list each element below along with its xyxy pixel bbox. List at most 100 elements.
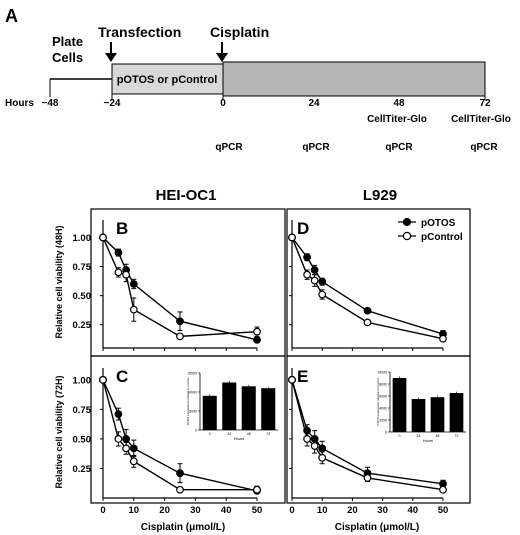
header-l929: L929 bbox=[363, 187, 397, 204]
legend-marker-pcontrol bbox=[402, 231, 412, 241]
transfection-label: Transfection bbox=[98, 24, 181, 40]
inset-y-tick-label: 10000 bbox=[187, 391, 197, 395]
data-point-pcontrol bbox=[176, 485, 184, 494]
qpcr-label-24: qPCR bbox=[302, 142, 330, 153]
x-tick-label: 0 bbox=[100, 505, 105, 516]
cisplatin-bar bbox=[222, 61, 486, 97]
x-tick-label: 10 bbox=[317, 505, 328, 516]
data-point-pcontrol bbox=[176, 332, 184, 341]
data-point-potos bbox=[114, 410, 123, 418]
data-point-pcontrol bbox=[114, 268, 123, 277]
data-point-pcontrol bbox=[114, 435, 123, 443]
series-line-pcontrol bbox=[102, 237, 258, 338]
xlabel-right: Cisplatin (μmol/L) bbox=[335, 522, 419, 533]
inset-bar bbox=[202, 395, 217, 430]
data-point-potos bbox=[253, 335, 261, 344]
data-point-potos bbox=[129, 444, 138, 453]
inset-ylabel: OTOS expression relative to control bbox=[376, 378, 380, 426]
celltiter-label-48: CellTiter-Glo bbox=[367, 114, 427, 125]
panel-frames bbox=[90, 208, 471, 504]
hour-tick-m24: −24 bbox=[104, 98, 121, 109]
plate-cells-label-2: Cells bbox=[52, 50, 83, 65]
plot-e: 0 10 20 30 40 50 0 2000 4000 6000 8000 10000 0 24 48 72… bbox=[288, 368, 468, 516]
inset-y-tick-label: 2000 bbox=[379, 419, 387, 423]
y-tick-label: 0.75 bbox=[73, 405, 92, 416]
qpcr-label-48: qPCR bbox=[385, 142, 413, 153]
header-hei-oc1: HEI-OC1 bbox=[156, 187, 217, 204]
panel-letter-d: D bbox=[297, 219, 309, 238]
inset-y-tick-label: 0 bbox=[195, 429, 197, 433]
data-point-potos bbox=[310, 266, 319, 274]
panel-letter-c: C bbox=[116, 367, 128, 386]
data-point-pcontrol bbox=[122, 444, 130, 453]
inset-x-tick-label: 24 bbox=[227, 432, 231, 436]
ylabel-72h: Relative cell viability (72H) bbox=[54, 375, 64, 488]
data-point-pcontrol bbox=[310, 442, 319, 450]
inset-y-tick-label: 10000 bbox=[377, 371, 387, 375]
panel-a-letter: A bbox=[5, 6, 18, 26]
legend: pOTOS pControl bbox=[398, 217, 463, 243]
inset-x-tick-label: 48 bbox=[436, 434, 440, 438]
data-point-pcontrol bbox=[303, 435, 312, 443]
inset-bar bbox=[241, 386, 256, 430]
cisplatin-label: Cisplatin bbox=[210, 24, 269, 40]
series-line-potos bbox=[102, 379, 258, 492]
data-point-pcontrol bbox=[129, 457, 138, 466]
legend-label-potos: pOTOS bbox=[421, 218, 456, 229]
data-point-pcontrol bbox=[253, 327, 261, 336]
x-tick-label: 50 bbox=[252, 505, 263, 516]
hour-tick-m48: −48 bbox=[42, 98, 59, 109]
data-point-pcontrol bbox=[363, 474, 372, 482]
y-tick-label: 0.50 bbox=[73, 291, 92, 302]
inset-bar bbox=[222, 382, 237, 430]
y-tick-label: 1.00 bbox=[73, 233, 92, 244]
data-point-pcontrol bbox=[129, 305, 138, 314]
data-point-potos bbox=[114, 248, 123, 257]
inset-x-tick-label: 0 bbox=[399, 434, 401, 438]
plate-cells-label-1: Plate bbox=[52, 34, 83, 49]
data-point-pcontrol bbox=[99, 233, 107, 242]
frame-e bbox=[286, 355, 471, 504]
data-point-potos bbox=[363, 306, 372, 315]
x-tick-label: 50 bbox=[438, 505, 449, 516]
celltiter-label-72: CellTiter-Glo bbox=[451, 114, 511, 125]
inset-bar bbox=[261, 388, 276, 430]
inset-y-tick-label: 4000 bbox=[379, 407, 387, 411]
panel-letter-b: B bbox=[116, 219, 128, 238]
panel-a-timeline: A Plate Cells Transfection Cisplatin pOT… bbox=[5, 6, 511, 153]
x-tick-label: 40 bbox=[408, 505, 419, 516]
data-point-pcontrol bbox=[288, 233, 296, 242]
plot-c: 0.25 0.50 0.75 1.00 0 10 20 30 40 50 0 5000 10000 150… bbox=[73, 368, 280, 516]
data-point-pcontrol bbox=[363, 318, 372, 327]
series-line-pcontrol bbox=[102, 379, 257, 491]
data-point-pcontrol bbox=[310, 276, 319, 285]
inset-y-tick-label: 15000 bbox=[187, 372, 197, 376]
inset-x-tick-label: 0 bbox=[209, 432, 211, 436]
vector-box bbox=[111, 63, 224, 95]
inset-bar bbox=[411, 399, 426, 432]
inset-x-tick-label: 72 bbox=[266, 432, 270, 436]
data-point-pcontrol bbox=[122, 270, 130, 279]
y-tick-label: 1.00 bbox=[73, 375, 92, 386]
inset-x-tick-label: 72 bbox=[455, 434, 459, 438]
inset-y-tick-label: 5000 bbox=[189, 410, 197, 414]
qpcr-label-72: qPCR bbox=[470, 142, 498, 153]
y-tick-label: 0.25 bbox=[73, 464, 92, 475]
data-point-pcontrol bbox=[439, 334, 447, 343]
inset-bar bbox=[392, 378, 407, 432]
x-tick-label: 30 bbox=[377, 505, 388, 516]
inset-y-tick-label: 8000 bbox=[379, 383, 387, 387]
inset-xlabel: Hours bbox=[234, 437, 244, 441]
x-tick-label: 40 bbox=[221, 505, 232, 516]
hour-tick-72: 72 bbox=[479, 98, 491, 109]
data-point-pcontrol bbox=[439, 485, 447, 494]
data-point-pcontrol bbox=[288, 375, 296, 384]
frame-c bbox=[90, 355, 286, 504]
inset-x-tick-label: 48 bbox=[247, 432, 251, 436]
legend-marker-potos bbox=[402, 217, 412, 227]
inset-y-tick-label: 6000 bbox=[379, 395, 387, 399]
transfection-arrow bbox=[105, 42, 117, 62]
panel-letter-e: E bbox=[297, 367, 308, 386]
inset-bar-chart: 0 5000 10000 15000 0 24 48 72 Hours OTOS expressi… bbox=[186, 371, 280, 442]
